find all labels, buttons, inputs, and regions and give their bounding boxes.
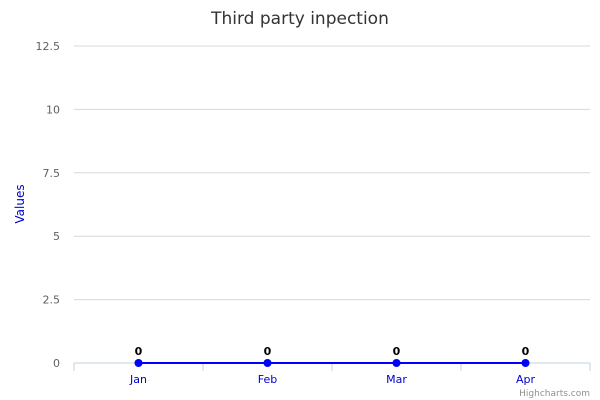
data-point[interactable]: [521, 359, 530, 367]
x-tick-label: Jan: [129, 373, 147, 386]
data-label: 0: [264, 345, 272, 358]
y-tick-label: 10: [46, 103, 60, 116]
y-tick-label: 12.5: [36, 40, 61, 53]
y-tick-label: 7.5: [43, 167, 61, 180]
data-label: 0: [522, 345, 530, 358]
y-tick-labels: 0 2.5 5 7.5 10 12.5: [36, 40, 61, 370]
x-axis-ticks: [73, 363, 591, 371]
chart-title: Third party inpection: [210, 9, 389, 29]
data-point[interactable]: [134, 359, 143, 367]
series-points: [134, 359, 530, 367]
grid: [74, 45, 590, 301]
credits-link[interactable]: Highcharts.com: [519, 389, 590, 399]
y-tick-label: 0: [53, 357, 60, 370]
y-tick-label: 2.5: [43, 294, 61, 307]
y-axis-label: Values: [13, 184, 27, 223]
data-label: 0: [393, 345, 401, 358]
data-label: 0: [135, 345, 143, 358]
y-tick-label: 5: [53, 230, 60, 243]
data-point[interactable]: [392, 359, 401, 367]
x-tick-label: Feb: [258, 373, 277, 386]
x-tick-labels: Jan Feb Mar Apr: [129, 373, 535, 386]
x-tick-label: Mar: [386, 373, 407, 386]
x-tick-label: Apr: [516, 373, 536, 386]
data-point[interactable]: [263, 359, 272, 367]
data-labels: 0 0 0 0: [135, 345, 530, 358]
